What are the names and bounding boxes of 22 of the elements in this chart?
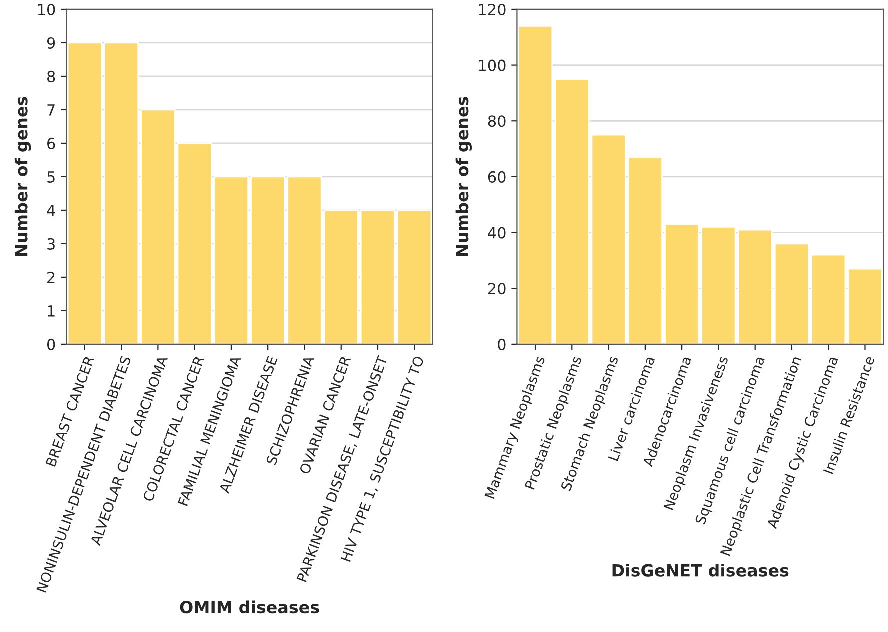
y-tick-label: 60: [488, 171, 506, 183]
x-axis-title: DisGeNET diseases: [612, 564, 789, 577]
y-tick-label: 0: [498, 338, 506, 350]
y-tick-label: 4: [47, 205, 56, 216]
y-tick-label: 120: [479, 4, 506, 16]
y-tick-label: 9: [47, 37, 56, 49]
y-tick-label: 80: [488, 116, 506, 128]
y-tick-label: 20: [488, 283, 506, 295]
y-tick-label: 6: [48, 138, 56, 150]
y-tick-label: 40: [488, 227, 506, 239]
y-tick-label: 1: [48, 306, 55, 317]
y-tick-label: 8: [48, 70, 56, 82]
y-tick-label: 5: [48, 172, 55, 183]
y-tick-label: 0: [47, 338, 56, 350]
y-tick-label: 10: [38, 4, 56, 16]
y-axis-title: Number of genes: [456, 97, 472, 256]
y-axis-title: Number of genes: [14, 97, 32, 256]
x-axis-title: OMIM diseases: [180, 600, 320, 614]
y-tick-label: 3: [48, 238, 55, 250]
y-tick-label: 7: [48, 104, 55, 116]
y-tick-label: 2: [48, 272, 55, 284]
y-tick-label: 100: [479, 60, 506, 72]
